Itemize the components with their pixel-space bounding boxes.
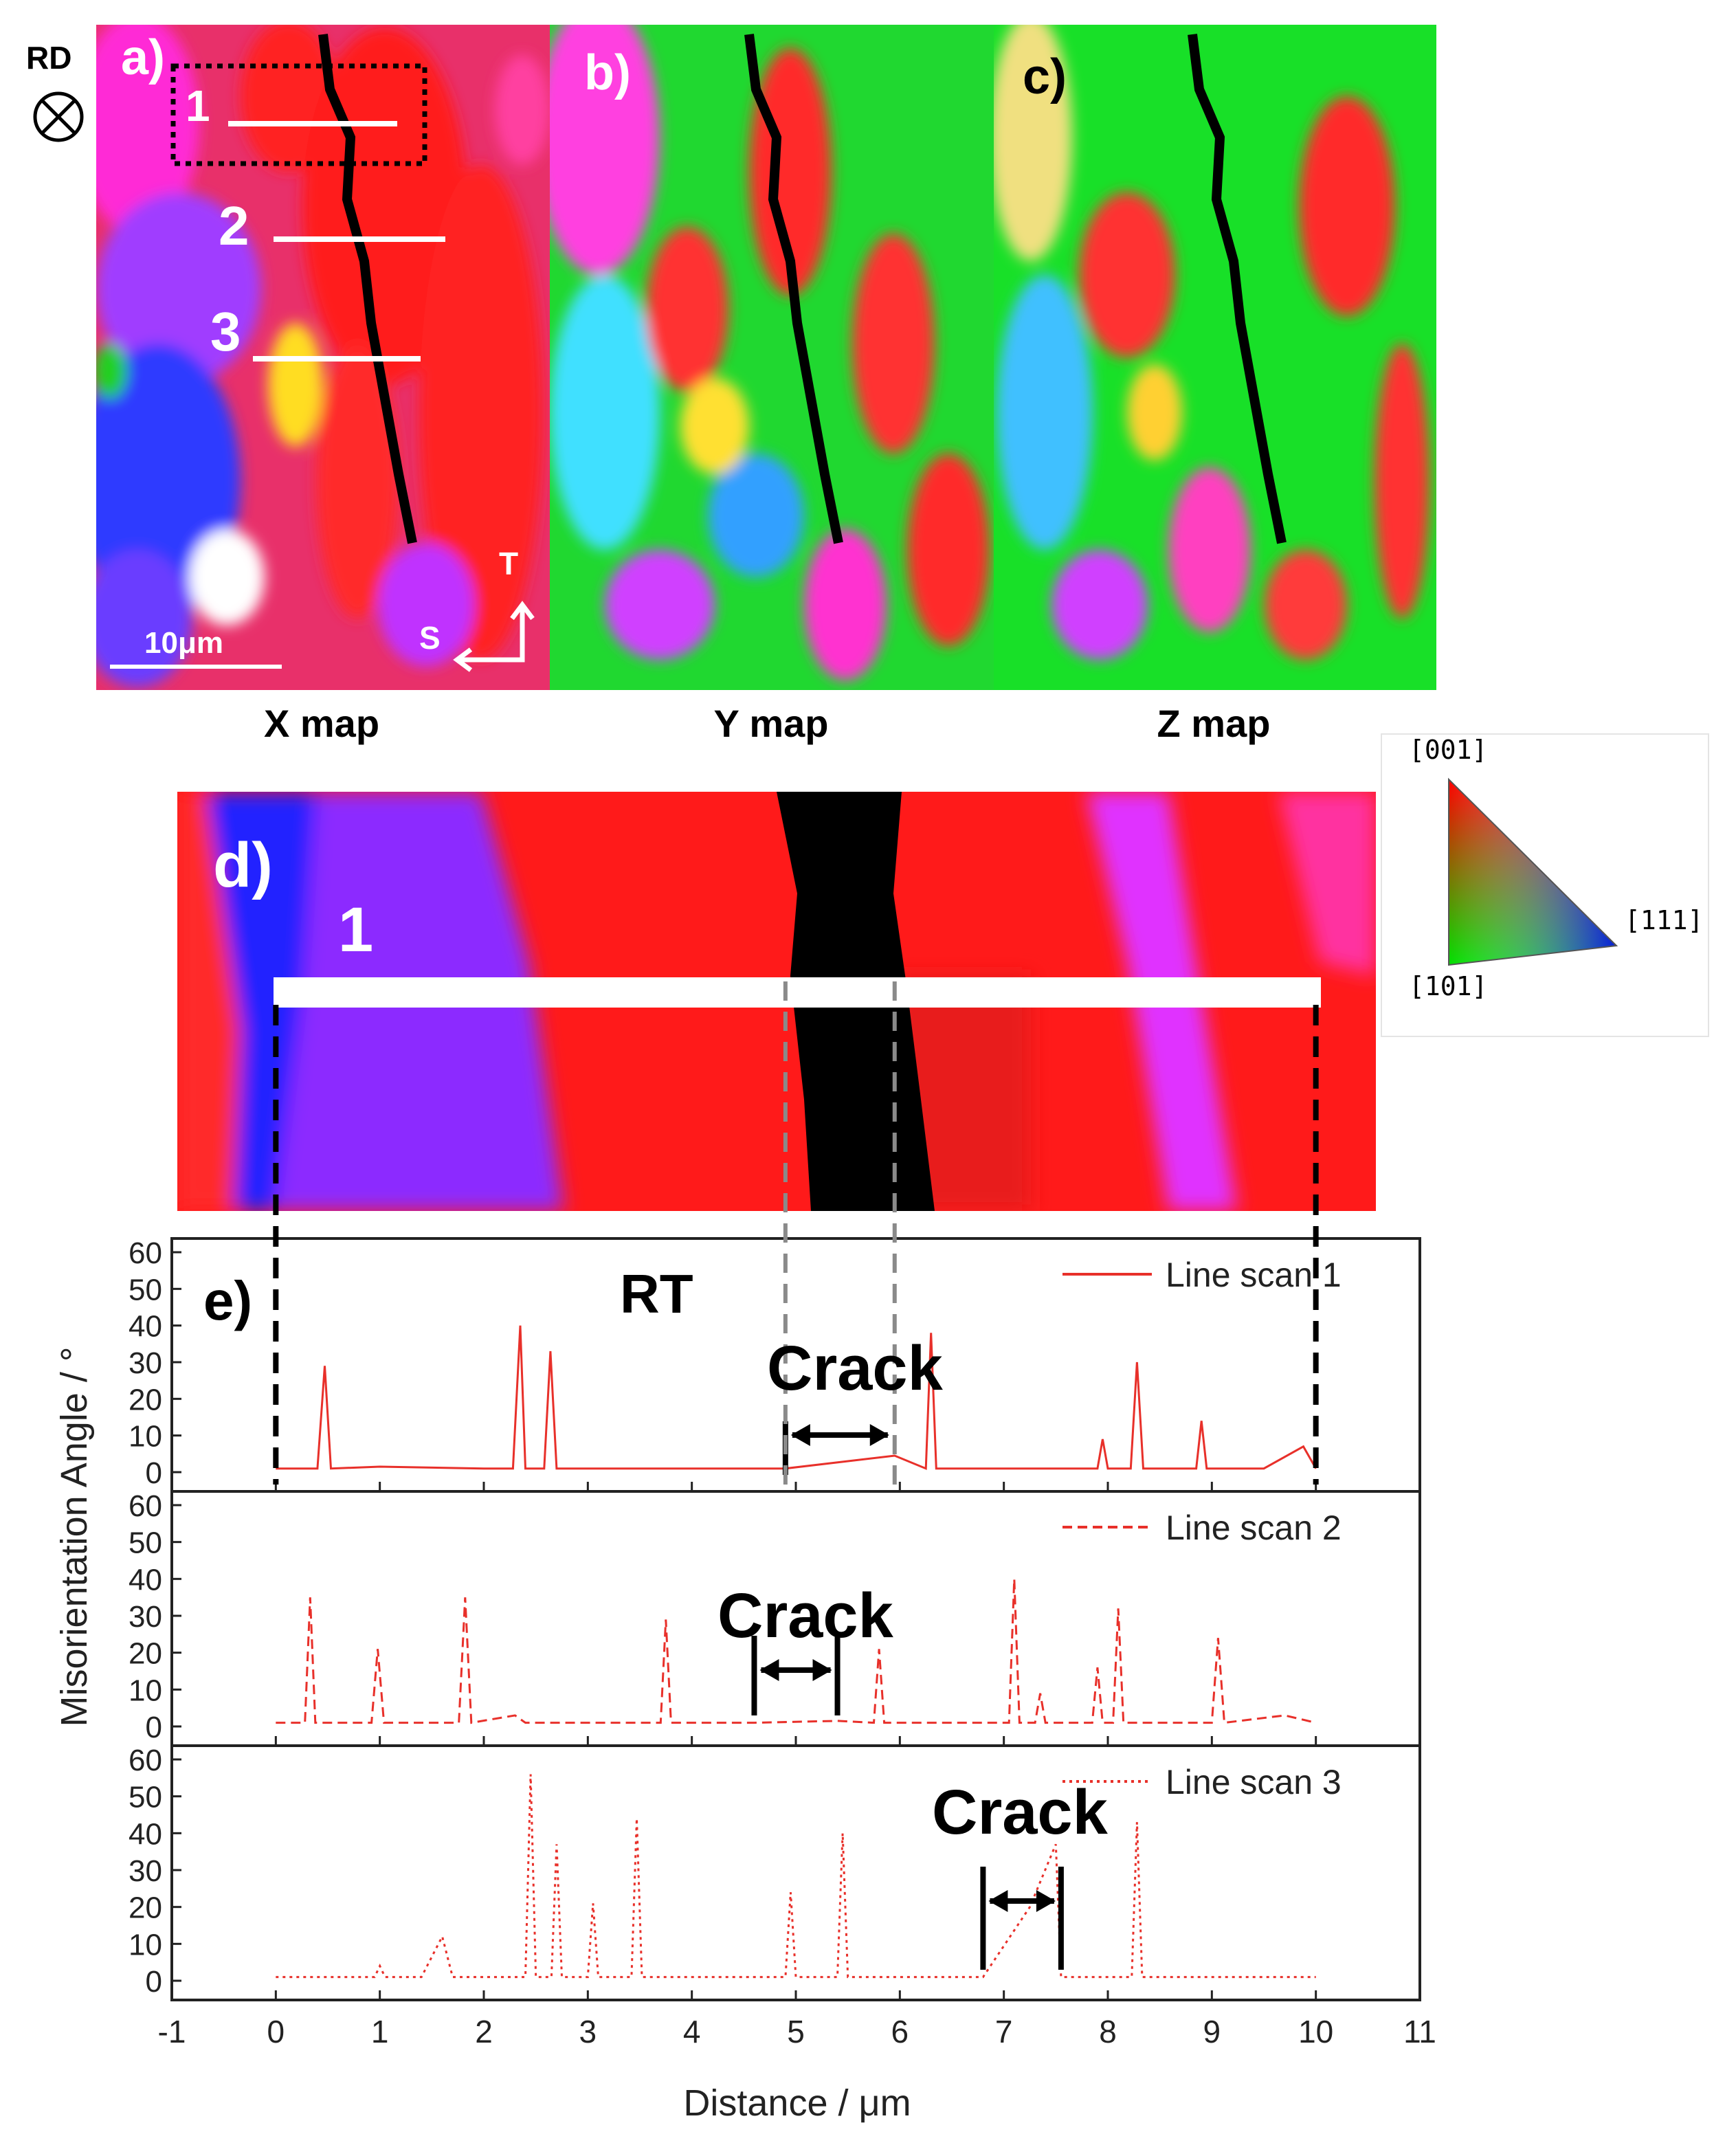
rd-direction-icon bbox=[33, 91, 84, 142]
y-tick-label: 40 bbox=[129, 1310, 162, 1344]
y-map-caption: Y map bbox=[713, 702, 828, 745]
y-tick-label: 0 bbox=[146, 1711, 162, 1744]
scan-line-1-zoom bbox=[274, 977, 1321, 1008]
y-tick-label: 40 bbox=[129, 1817, 162, 1851]
ipf-label-111: [111] bbox=[1625, 905, 1703, 935]
y-map-image bbox=[550, 25, 994, 690]
crack-label-scan1: Crack bbox=[767, 1333, 944, 1403]
x-map-caption: X map bbox=[264, 702, 379, 745]
scan1-marker: 1 bbox=[186, 81, 210, 131]
panel-c-label: c) bbox=[1023, 49, 1067, 104]
sample-axes bbox=[453, 601, 535, 672]
x-tick-label: 2 bbox=[475, 2014, 493, 2049]
crack-label-scan2: Crack bbox=[717, 1581, 894, 1651]
x-tick-label: 0 bbox=[267, 2014, 285, 2049]
x-tick-label: 9 bbox=[1203, 2014, 1221, 2049]
y-tick-label: 0 bbox=[146, 1456, 162, 1490]
y-tick-label: 30 bbox=[129, 1854, 162, 1888]
series-line-3 bbox=[276, 1774, 1316, 1979]
scale-bar-label: 10μm bbox=[144, 626, 223, 660]
scan2-marker: 2 bbox=[219, 195, 249, 256]
panel-b-label: b) bbox=[584, 45, 631, 100]
axis-s-label: S bbox=[419, 620, 441, 656]
y-tick-label: 20 bbox=[129, 1383, 162, 1416]
x-tick-label: 11 bbox=[1403, 2014, 1436, 2049]
ipf-label-101: [101] bbox=[1409, 971, 1487, 1001]
x-axis-title: Distance / μm bbox=[683, 2082, 911, 2124]
ipf-color-key bbox=[1381, 733, 1709, 1037]
crack-arrow-head-right bbox=[1036, 1890, 1056, 1912]
y-axis-title: Misorientation Angle / ° bbox=[54, 1347, 95, 1727]
crack-arrow-head-left bbox=[759, 1659, 779, 1681]
legend-label-3: Line scan 3 bbox=[1166, 1763, 1342, 1801]
y-tick-label: 10 bbox=[129, 1928, 162, 1961]
z-map-caption: Z map bbox=[1157, 702, 1271, 745]
y-tick-label: 60 bbox=[129, 1489, 162, 1523]
y-tick-label: 60 bbox=[129, 1236, 162, 1270]
series-line-1 bbox=[276, 1325, 1317, 1470]
y-tick-label: 50 bbox=[129, 1781, 162, 1814]
y-tick-label: 10 bbox=[129, 1674, 162, 1707]
panel-e-label: e) bbox=[203, 1270, 252, 1331]
x-tick-label: 1 bbox=[371, 2014, 389, 2049]
x-tick-label: 6 bbox=[891, 2014, 909, 2049]
condition-label: RT bbox=[620, 1263, 693, 1324]
y-tick-label: 0 bbox=[146, 1965, 162, 1999]
y-tick-label: 20 bbox=[129, 1891, 162, 1925]
rd-label: RD bbox=[26, 40, 71, 76]
scan3-marker: 3 bbox=[210, 301, 241, 362]
y-tick-label: 60 bbox=[129, 1744, 162, 1777]
panel-a-label: a) bbox=[121, 30, 165, 85]
crack-arrow-head-right bbox=[812, 1659, 832, 1681]
legend-label-2: Line scan 2 bbox=[1166, 1509, 1342, 1547]
crack-arrow-head-right bbox=[869, 1424, 889, 1446]
x-tick-label: 8 bbox=[1099, 2014, 1117, 2049]
panel-d-scan-marker: 1 bbox=[338, 895, 373, 965]
x-tick-label: 4 bbox=[683, 2014, 701, 2049]
y-tick-label: 50 bbox=[129, 1273, 162, 1307]
crack-label-scan3: Crack bbox=[932, 1777, 1109, 1847]
x-tick-label: 10 bbox=[1298, 2014, 1333, 2049]
y-tick-label: 50 bbox=[129, 1526, 162, 1560]
x-tick-label: 5 bbox=[787, 2014, 805, 2049]
axis-t-label: T bbox=[499, 546, 518, 581]
ipf-label-001: [001] bbox=[1409, 735, 1487, 765]
scan1-region-box bbox=[170, 63, 427, 166]
y-tick-label: 30 bbox=[129, 1346, 162, 1380]
y-tick-label: 30 bbox=[129, 1600, 162, 1634]
x-tick-label: 7 bbox=[995, 2014, 1013, 2049]
y-tick-label: 20 bbox=[129, 1637, 162, 1671]
legend-label-1: Line scan 1 bbox=[1166, 1256, 1342, 1294]
y-tick-label: 10 bbox=[129, 1420, 162, 1454]
crack-arrow-head-left bbox=[988, 1890, 1008, 1912]
panel-d-label: d) bbox=[213, 830, 273, 900]
y-tick-label: 40 bbox=[129, 1563, 162, 1597]
x-tick-label: 3 bbox=[579, 2014, 597, 2049]
crack-arrow-head-left bbox=[790, 1424, 810, 1446]
z-map-image bbox=[994, 25, 1436, 690]
x-map-image bbox=[96, 25, 550, 690]
x-tick-label: -1 bbox=[158, 2014, 186, 2049]
